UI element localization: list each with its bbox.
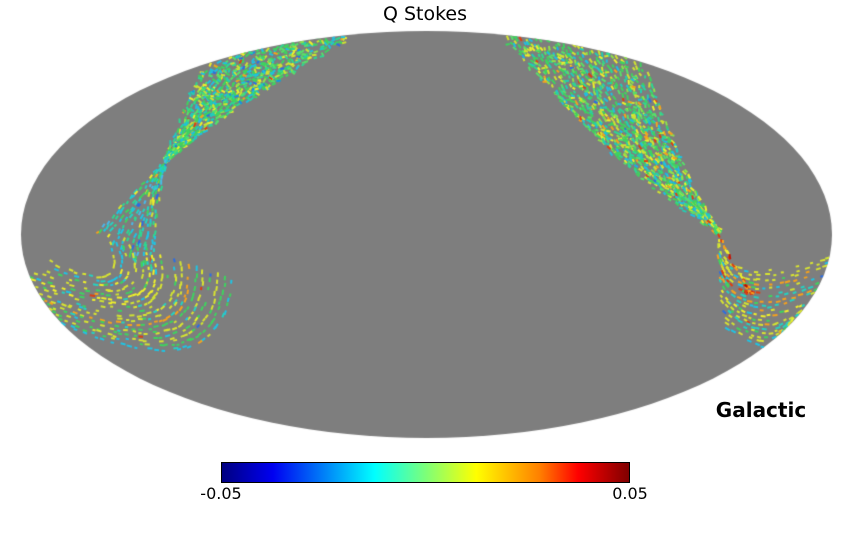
colorbar-min-label: -0.05 [200, 484, 242, 503]
map-title: Q Stokes [382, 3, 468, 25]
colorbar [221, 462, 630, 483]
colorbar-gradient [222, 463, 629, 482]
colorbar-max-label: 0.05 [612, 484, 648, 503]
coordinate-system-label: Galactic [715, 398, 807, 422]
